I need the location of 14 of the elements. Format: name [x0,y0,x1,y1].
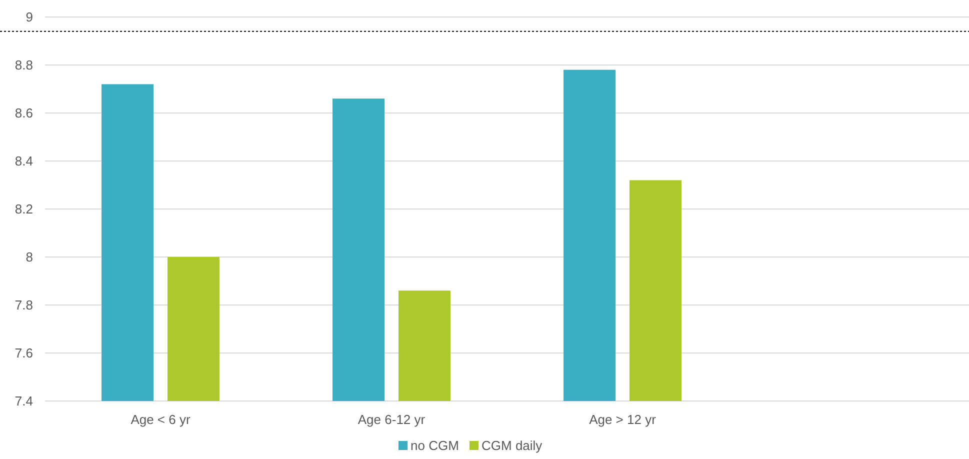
y-tick-label: 8.8 [14,58,33,73]
x-tick-label: Age < 6 yr [130,412,191,427]
x-tick-label: Age > 12 yr [589,412,657,427]
y-tick-label: 8.2 [14,202,33,217]
y-tick-label: 8.4 [14,154,33,169]
y-tick-label: 7.6 [14,346,33,361]
y-tick-label: 7.4 [14,394,33,409]
y-tick-label: 9 [26,10,33,25]
x-tick-label: Age 6-12 yr [358,412,426,427]
legend-label: CGM daily [482,438,543,453]
legend-label: no CGM [410,438,459,453]
y-tick-label: 8 [26,250,33,265]
y-tick-label: 8.6 [14,106,33,121]
y-tick-label: 7.8 [14,298,33,313]
